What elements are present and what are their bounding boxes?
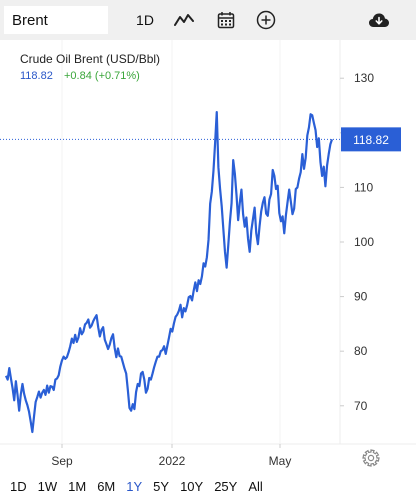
y-tick-label: 100 (354, 235, 374, 249)
range-button-all[interactable]: All (248, 478, 263, 494)
chart-title: Crude Oil Brent (USD/Bbl) (20, 52, 161, 66)
trend-icon[interactable] (170, 6, 198, 34)
add-indicator-icon[interactable] (252, 6, 280, 34)
cloud-download-icon[interactable] (364, 6, 394, 34)
last-price: 118.82 (20, 70, 53, 82)
range-bar: 1D 1W 1M 6M 1Y 5Y 10Y 25Y All (0, 474, 416, 498)
y-tick-label: 70 (354, 399, 368, 413)
y-tick-label: 110 (354, 180, 373, 194)
y-tick-label: 80 (354, 344, 368, 358)
chart-toolbar: 1D (0, 0, 416, 40)
range-button-1w[interactable]: 1W (37, 478, 58, 494)
x-tick-label: 2022 (159, 454, 186, 468)
change-percent: (+0.71%) (94, 70, 140, 82)
price-chart: 708090100110120130Sep2022May118.82 (0, 40, 416, 468)
symbol-input[interactable] (4, 6, 108, 34)
change-value: +0.84 (64, 70, 92, 82)
range-button-10y[interactable]: 10Y (180, 478, 204, 494)
range-button-1y[interactable]: 1Y (126, 478, 143, 494)
y-tick-label: 90 (354, 290, 368, 304)
range-button-1d[interactable]: 1D (10, 478, 27, 494)
last-price-tag-label: 118.82 (353, 133, 389, 147)
last-price-tag (341, 127, 401, 152)
x-tick-label: Sep (51, 454, 73, 468)
price-series-line (4, 110, 334, 434)
x-tick-label: May (269, 454, 292, 468)
settings-gear-icon[interactable] (362, 449, 380, 467)
calendar-icon[interactable] (212, 6, 240, 34)
y-tick-label: 130 (354, 71, 374, 85)
range-button-1m[interactable]: 1M (68, 478, 87, 494)
range-selector-button[interactable]: 1D (136, 12, 154, 28)
price-change: +0.84 (+0.71%) (64, 70, 140, 82)
range-button-25y[interactable]: 25Y (214, 478, 238, 494)
range-button-5y[interactable]: 5Y (153, 478, 170, 494)
range-button-6m[interactable]: 6M (97, 478, 116, 494)
